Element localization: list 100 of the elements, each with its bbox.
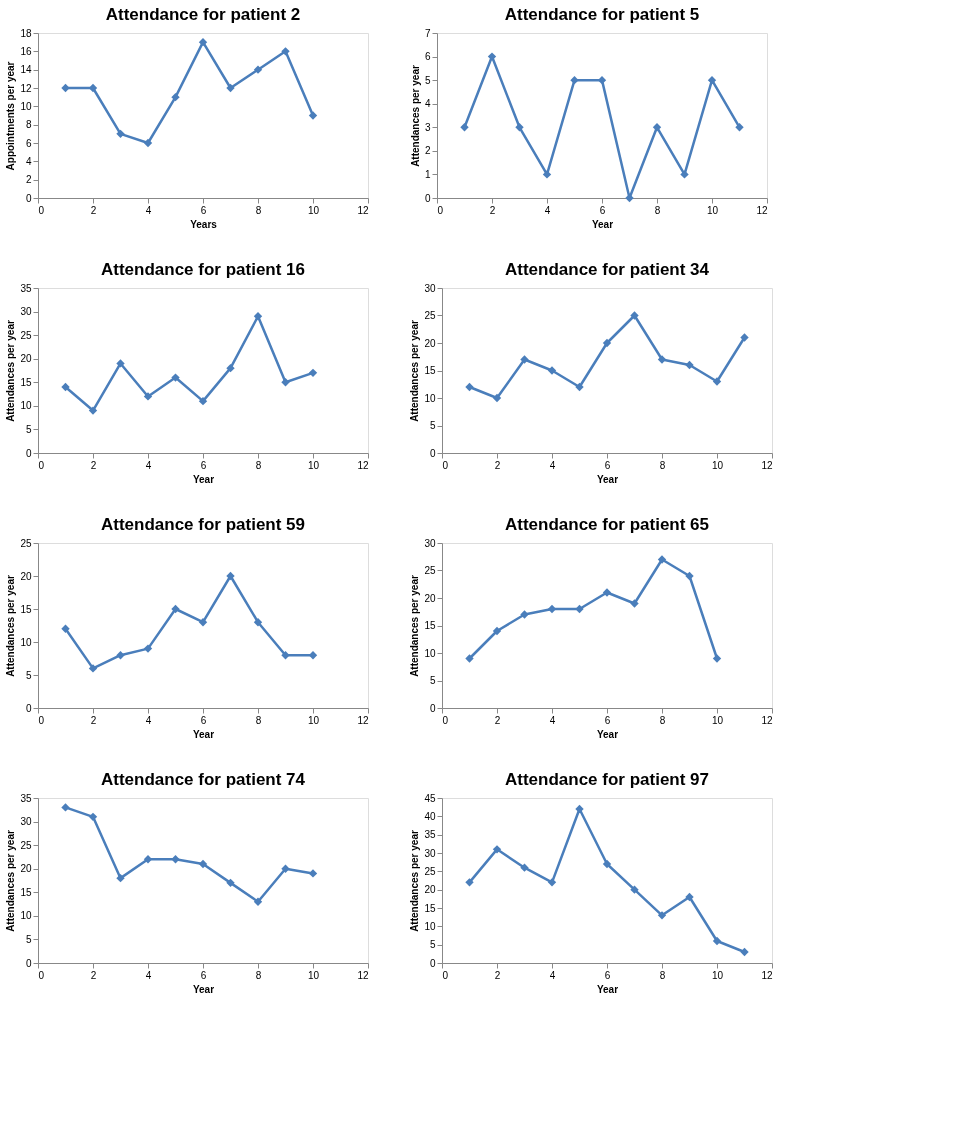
point — [226, 571, 235, 581]
y-tick-label: 4 — [25, 155, 32, 167]
x-tick-label: 2 — [494, 459, 501, 471]
x-axis-title: Year — [192, 983, 215, 995]
y-axis-title: Appointments per year — [5, 61, 17, 171]
x-axis-title: Year — [192, 728, 215, 740]
point — [707, 75, 717, 85]
x-axis-title: Year — [596, 473, 619, 485]
y-tick-label: 3 — [424, 121, 431, 133]
point — [547, 878, 557, 887]
x-tick-label: 10 — [307, 204, 320, 216]
y-tick-label: 0 — [25, 957, 32, 969]
point — [465, 654, 474, 663]
y-tick-label: 15 — [20, 376, 32, 388]
y-tick-label: 30 — [424, 537, 436, 549]
point — [61, 624, 70, 633]
x-tick-label: 8 — [255, 714, 262, 726]
point — [735, 123, 744, 132]
x-tick-label: 10 — [711, 714, 724, 726]
x-tick-label: 4 — [549, 459, 556, 471]
y-tick-label: 20 — [424, 884, 436, 896]
y-axis-title: Attendances per year — [409, 575, 421, 677]
x-tick-label: 6 — [604, 969, 611, 981]
point — [460, 123, 469, 132]
y-tick-label: 5 — [25, 669, 32, 681]
y-tick-label: 25 — [424, 565, 436, 576]
point — [487, 52, 497, 61]
point — [652, 123, 662, 132]
x-tick-label: 10 — [711, 459, 724, 471]
y-tick-label: 10 — [424, 647, 436, 659]
y-tick-label: 6 — [25, 137, 32, 149]
chart-title: Attendance for patient 2 — [105, 5, 301, 24]
x-tick-label: 12 — [756, 204, 768, 216]
y-tick-label: 20 — [424, 337, 436, 349]
y-tick-label: 4 — [424, 98, 431, 110]
point — [657, 555, 667, 564]
y-tick-label: 5 — [429, 675, 436, 686]
y-tick-label: 25 — [20, 329, 32, 341]
y-tick-label: 18 — [20, 27, 32, 39]
point — [171, 373, 180, 382]
x-tick-label: 10 — [307, 969, 320, 981]
y-tick-label: 10 — [20, 100, 32, 112]
point — [630, 885, 639, 894]
chart-title: Attendance for patient 59 — [100, 515, 306, 534]
y-tick-label: 2 — [424, 145, 431, 157]
y-tick-label: 0 — [25, 447, 32, 459]
chart-title: Attendance for patient 97 — [504, 770, 710, 789]
x-tick-label: 8 — [654, 204, 661, 216]
y-tick-label: 5 — [429, 420, 436, 431]
x-tick-label: 12 — [357, 459, 369, 471]
y-tick-label: 45 — [424, 792, 436, 804]
y-axis-title: Attendances per year — [5, 830, 17, 932]
y-tick-label: 30 — [424, 282, 436, 294]
point — [712, 654, 722, 663]
point — [308, 368, 318, 378]
y-tick-label: 2 — [25, 174, 32, 186]
x-tick-label: 4 — [145, 459, 152, 471]
y-tick-label: 6 — [424, 51, 431, 63]
chart-title: Attendance for patient 16 — [100, 260, 306, 279]
y-tick-label: 16 — [20, 45, 32, 57]
y-tick-label: 30 — [20, 306, 32, 318]
point — [740, 947, 749, 957]
y-tick-label: 30 — [20, 816, 32, 828]
x-tick-label: 10 — [307, 714, 320, 726]
y-tick-label: 15 — [424, 620, 436, 631]
y-tick-label: 25 — [424, 865, 436, 877]
y-tick-label: 15 — [20, 886, 32, 898]
x-tick-label: 4 — [145, 714, 152, 726]
point — [570, 75, 579, 85]
y-tick-label: 20 — [20, 863, 32, 875]
point — [657, 355, 667, 364]
point — [492, 626, 502, 636]
point — [602, 859, 612, 869]
point — [61, 83, 70, 93]
x-tick-label: 10 — [307, 459, 320, 471]
x-tick-label: 2 — [90, 969, 97, 981]
y-tick-label: 20 — [20, 570, 32, 582]
x-tick-label: 12 — [357, 714, 369, 726]
y-tick-label: 35 — [20, 792, 32, 804]
y-tick-label: 20 — [424, 592, 436, 604]
point — [226, 363, 235, 373]
y-tick-label: 35 — [20, 282, 32, 294]
x-tick-label: 6 — [200, 204, 207, 216]
y-tick-label: 0 — [429, 702, 436, 714]
chart-title: Attendance for patient 34 — [504, 260, 710, 279]
x-tick-label: 12 — [761, 714, 773, 726]
point — [680, 170, 689, 179]
point — [308, 651, 318, 660]
point — [575, 382, 584, 392]
x-tick-label: 2 — [90, 459, 97, 471]
y-tick-label: 15 — [424, 365, 436, 376]
y-tick-label: 5 — [429, 939, 436, 951]
x-tick-label: 8 — [255, 459, 262, 471]
x-tick-label: 8 — [255, 204, 262, 216]
point — [712, 936, 722, 946]
point — [253, 65, 263, 74]
x-tick-label: 8 — [659, 969, 666, 981]
y-tick-label: 8 — [25, 119, 32, 131]
point — [712, 377, 722, 386]
y-tick-label: 0 — [424, 192, 431, 204]
